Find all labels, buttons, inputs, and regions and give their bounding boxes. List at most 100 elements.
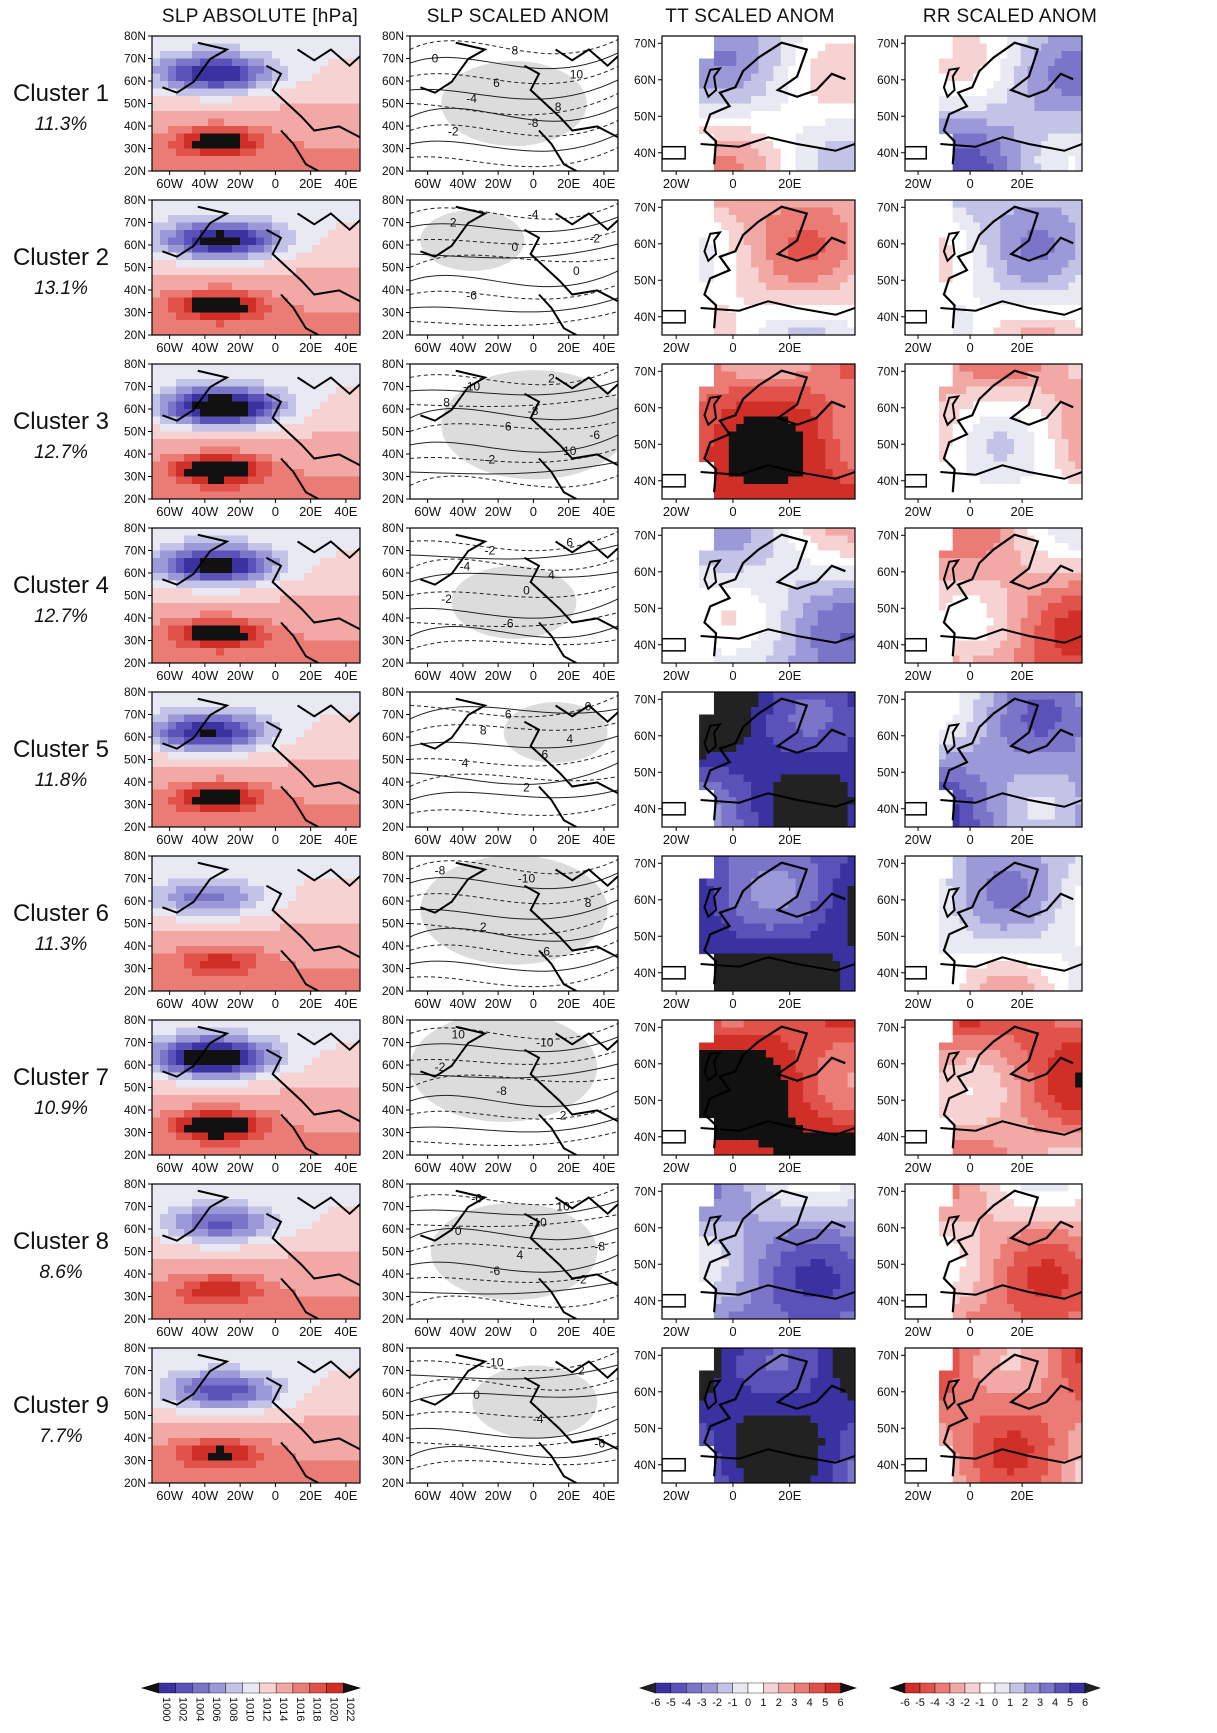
field-cell xyxy=(765,200,774,209)
field-cell xyxy=(232,371,241,380)
field-cell xyxy=(840,290,849,299)
field-cell xyxy=(1041,252,1049,261)
field-cell xyxy=(788,603,797,612)
field-cell xyxy=(758,633,767,642)
panel-frame xyxy=(904,35,1083,172)
field-cell xyxy=(795,461,804,470)
field-cell xyxy=(352,550,360,559)
field-cell xyxy=(973,163,981,171)
field-cell xyxy=(264,558,273,567)
field-cell xyxy=(728,491,737,499)
field-cell xyxy=(810,461,819,470)
field-cell xyxy=(184,543,193,552)
field-cell xyxy=(272,73,281,82)
field-cell xyxy=(993,200,1001,209)
field-cell xyxy=(336,51,345,60)
field-cell xyxy=(840,275,849,284)
field-cell xyxy=(248,327,257,335)
field-cell xyxy=(168,133,177,142)
field-cell xyxy=(721,73,730,82)
field-cell xyxy=(184,222,193,231)
field-cell xyxy=(288,394,297,403)
field-cell xyxy=(1054,260,1063,269)
field-cell xyxy=(840,595,849,604)
field-cell xyxy=(773,543,782,552)
coastline xyxy=(265,556,360,631)
field-cell xyxy=(966,260,974,269)
field-cell xyxy=(160,282,169,291)
field-cell xyxy=(728,200,737,209)
field-cell xyxy=(232,431,241,440)
field-cell xyxy=(758,386,767,395)
field-cell xyxy=(272,36,281,45)
field-cell xyxy=(224,580,233,589)
field-cell xyxy=(795,282,804,291)
field-cell xyxy=(1047,103,1056,112)
field-cell xyxy=(152,491,161,499)
field-cell xyxy=(728,424,737,433)
coastline xyxy=(538,457,577,499)
field-cell xyxy=(966,484,974,493)
field-cell xyxy=(966,275,974,284)
field-cell xyxy=(713,371,722,380)
field-cell xyxy=(847,237,855,246)
field-cell xyxy=(328,484,337,493)
field-cell xyxy=(1027,297,1035,306)
field-cell xyxy=(952,588,961,597)
y-tick-label: 70N xyxy=(877,364,899,378)
field-cell xyxy=(280,43,289,52)
field-cell xyxy=(713,476,722,485)
field-cell xyxy=(296,401,305,410)
field-cell xyxy=(320,431,329,440)
field-cell xyxy=(1068,312,1076,321)
field-cell xyxy=(1061,51,1069,60)
field-cell xyxy=(1054,215,1063,224)
field-cell xyxy=(304,409,313,418)
field-cell xyxy=(328,543,337,552)
field-cell xyxy=(200,200,209,209)
x-tick-label: 0 xyxy=(272,504,279,519)
field-cell xyxy=(751,207,760,216)
field-cell xyxy=(344,156,353,165)
field-cell xyxy=(208,207,217,216)
field-cell xyxy=(320,379,329,388)
field-cell xyxy=(1013,379,1022,388)
y-tick-label: 50N xyxy=(382,425,404,439)
field-cell xyxy=(280,237,289,246)
field-cell xyxy=(713,111,722,120)
field-cell xyxy=(320,43,329,52)
field-cell xyxy=(773,461,782,470)
field-cell xyxy=(1054,88,1063,97)
field-cell xyxy=(795,565,804,574)
field-cell xyxy=(765,603,774,612)
field-cell xyxy=(973,260,981,269)
field-cell xyxy=(817,588,826,597)
field-cell xyxy=(706,588,715,597)
field-cell xyxy=(1020,126,1029,135)
field-cell xyxy=(328,327,337,335)
field-cell xyxy=(699,245,708,254)
field-cell xyxy=(1068,416,1076,425)
field-cell xyxy=(780,36,789,45)
field-cell xyxy=(240,148,249,157)
field-cell xyxy=(721,379,730,388)
field-cell xyxy=(1061,66,1069,75)
field-cell xyxy=(788,327,797,335)
field-cell xyxy=(832,439,841,448)
coastline xyxy=(162,533,230,586)
field-cell xyxy=(959,148,967,157)
field-cell xyxy=(240,103,249,112)
field-cell xyxy=(200,222,209,231)
field-cell xyxy=(728,618,737,627)
y-tick-label: 70N xyxy=(634,36,656,50)
field-cell xyxy=(152,207,161,216)
field-cell xyxy=(721,297,730,306)
field-cell xyxy=(320,528,329,537)
field-cell xyxy=(959,454,967,463)
field-cell xyxy=(751,237,760,246)
field-cell xyxy=(256,327,265,335)
field-cell xyxy=(296,163,305,171)
field-cell xyxy=(706,446,715,455)
field-cell xyxy=(248,66,257,75)
field-cell xyxy=(208,401,217,410)
